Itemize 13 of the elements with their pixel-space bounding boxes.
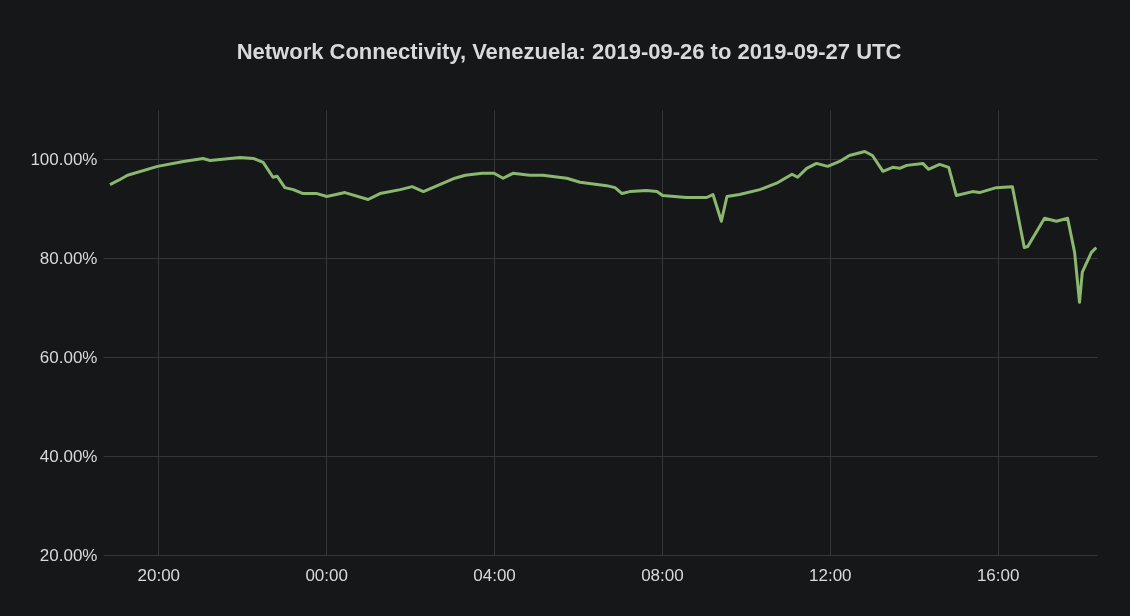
y-tick-label: 60.00% <box>39 347 98 367</box>
x-tick-label: 00:00 <box>305 565 348 585</box>
y-tick-label: 20.00% <box>39 545 98 565</box>
y-tick-label: 40.00% <box>39 446 98 466</box>
line-series <box>108 150 1097 304</box>
y-tick-label: 100.00% <box>30 149 98 169</box>
x-tick-label: 12:00 <box>809 565 852 585</box>
y-tick-label: 80.00% <box>39 248 98 268</box>
x-tick-label: 20:00 <box>137 565 181 585</box>
x-tick-label: 08:00 <box>641 565 684 585</box>
chart-title: Network Connectivity, Venezuela: 2019-09-26 to 2019-09-27 UTC <box>236 39 902 64</box>
x-tick-label: 04:00 <box>473 565 516 585</box>
x-tick-label: 16:00 <box>976 565 1020 585</box>
